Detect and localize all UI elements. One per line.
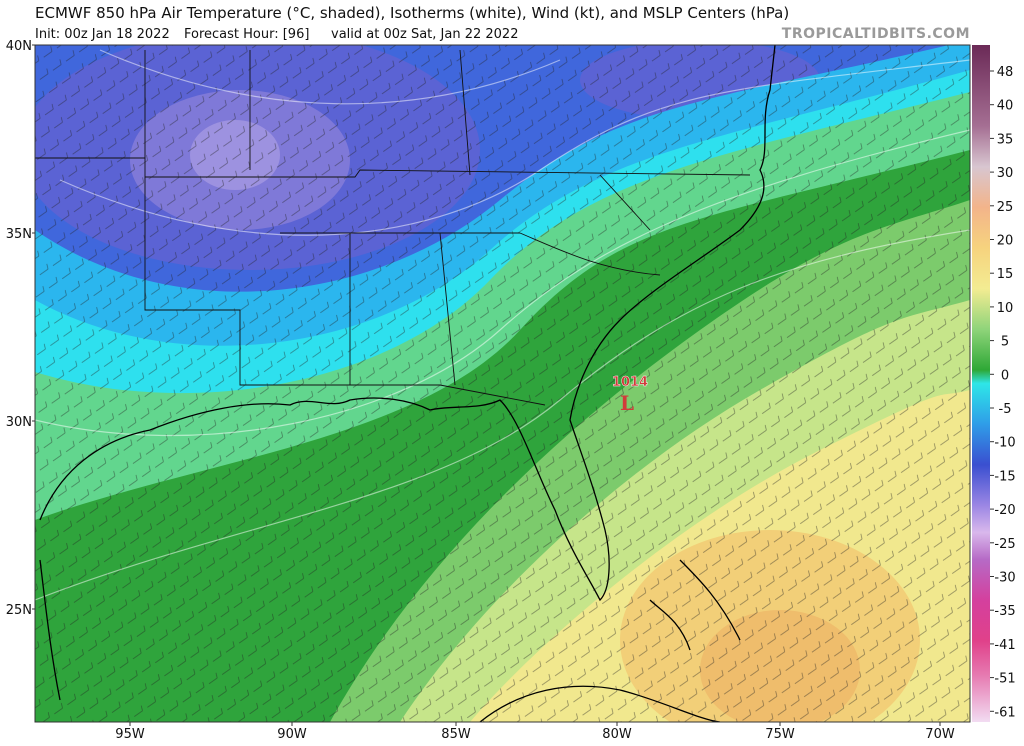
- colorbar-label: 30: [997, 166, 1014, 181]
- longitude-label: 85W: [441, 727, 471, 742]
- latitude-label: 40N: [6, 39, 32, 54]
- colorbar-label: 10: [997, 301, 1014, 316]
- init-time: Init: 00z Jan 18 2022: [35, 27, 170, 42]
- colorbar-label: 5: [1001, 335, 1009, 350]
- longitude-label: 95W: [115, 727, 145, 742]
- colorbar-label: -25: [994, 537, 1015, 552]
- colorbar-label: -35: [994, 604, 1015, 619]
- colorbar-label: 20: [997, 234, 1014, 249]
- colorbar-label: -30: [994, 571, 1015, 586]
- colorbar-label: -51: [994, 672, 1015, 687]
- low-symbol: L: [620, 391, 634, 415]
- low-pressure-value: 1014: [612, 375, 648, 390]
- colorbar-label: -41: [994, 638, 1015, 653]
- colorbar-label: -61: [994, 705, 1015, 720]
- valid-time: valid at 00z Sat, Jan 22 2022: [331, 27, 518, 42]
- colorbar-label: 40: [997, 99, 1014, 114]
- longitude-label: 70W: [925, 727, 955, 742]
- latitude-label: 25N: [6, 603, 32, 618]
- latitude-label: 35N: [6, 227, 32, 242]
- colorbar-label: 25: [997, 200, 1014, 215]
- colorbar-label: -20: [994, 503, 1015, 518]
- forecast-hour: Forecast Hour: [96]: [184, 27, 309, 42]
- temperature-field: [35, 45, 970, 722]
- title: ECMWF 850 hPa Air Temperature (°C, shade…: [35, 4, 789, 22]
- colorbar-label: 48: [997, 65, 1014, 80]
- colorbar-label: 35: [997, 132, 1014, 147]
- watermark: TROPICALTIDBITS.COM: [782, 26, 970, 42]
- colorbar-label: -5: [999, 402, 1012, 417]
- colorbar-label: 0: [1001, 368, 1009, 383]
- longitude-label: 90W: [277, 727, 307, 742]
- longitude-label: 80W: [602, 727, 632, 742]
- map-frame: [34, 44, 971, 723]
- latitude-label: 30N: [6, 415, 32, 430]
- colorbar: [972, 45, 990, 722]
- colorbar-label: -10: [994, 436, 1015, 451]
- colorbar-label: -15: [994, 469, 1015, 484]
- longitude-label: 75W: [765, 727, 795, 742]
- colorbar-label: 15: [997, 267, 1014, 282]
